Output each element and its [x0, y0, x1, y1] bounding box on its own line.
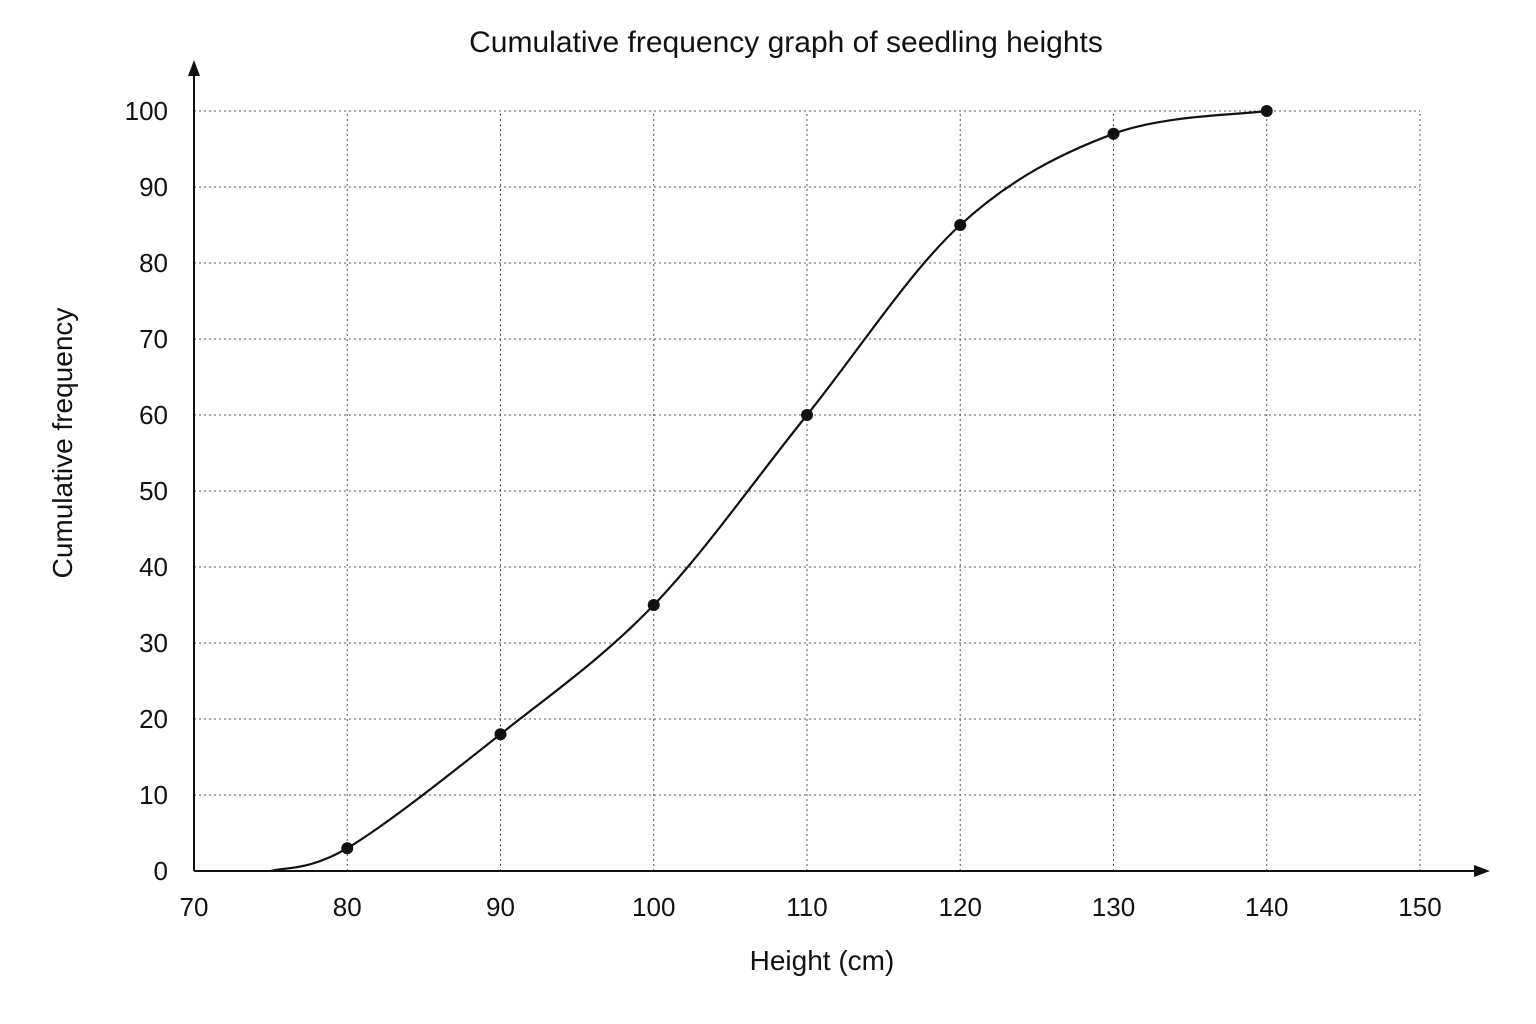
axes — [188, 60, 1490, 877]
series-group — [270, 105, 1273, 873]
data-point — [647, 599, 660, 611]
y-tick-label: 100 — [125, 96, 168, 126]
data-point — [1260, 105, 1273, 117]
x-tick-label: 100 — [632, 892, 675, 922]
grid-lines — [194, 110, 1421, 871]
x-tick-label: 140 — [1245, 892, 1288, 922]
y-tick-label: 70 — [139, 324, 168, 354]
data-point — [801, 409, 813, 421]
x-tick-label: 70 — [180, 892, 209, 922]
x-tick-label: 80 — [333, 892, 362, 922]
data-point — [1107, 127, 1120, 140]
y-tick-label: 30 — [139, 628, 168, 658]
y-axis-label: Cumulative frequency — [47, 308, 78, 579]
x-tick-label: 130 — [1092, 892, 1135, 922]
y-tick-label: 80 — [139, 248, 168, 278]
y-tick-label: 50 — [139, 476, 168, 506]
y-tick-label: 60 — [139, 400, 168, 430]
data-point — [494, 728, 507, 741]
y-axis-arrow-icon — [188, 60, 200, 76]
cumulative-frequency-curve — [270, 109, 1267, 873]
chart-title: Cumulative frequency graph of seedling h… — [469, 26, 1103, 59]
y-tick-labels: 0 10 20 30 40 50 60 70 80 90 100 — [125, 96, 168, 886]
x-tick-labels: 70 80 90 100 110 120 130 140 150 — [180, 892, 1442, 922]
y-tick-label: 40 — [139, 552, 168, 582]
x-tick-label: 120 — [939, 892, 982, 922]
y-tick-label: 20 — [139, 704, 168, 734]
x-tick-label: 150 — [1398, 892, 1441, 922]
y-tick-label: 0 — [154, 856, 168, 886]
data-point — [954, 219, 967, 231]
x-axis-arrow-icon — [1474, 865, 1490, 877]
x-tick-label: 90 — [486, 892, 515, 922]
x-tick-label: 110 — [786, 892, 827, 922]
y-tick-label: 90 — [139, 172, 168, 202]
x-axis-label: Height (cm) — [750, 945, 895, 976]
y-tick-label: 10 — [139, 780, 168, 810]
data-point — [341, 842, 354, 855]
